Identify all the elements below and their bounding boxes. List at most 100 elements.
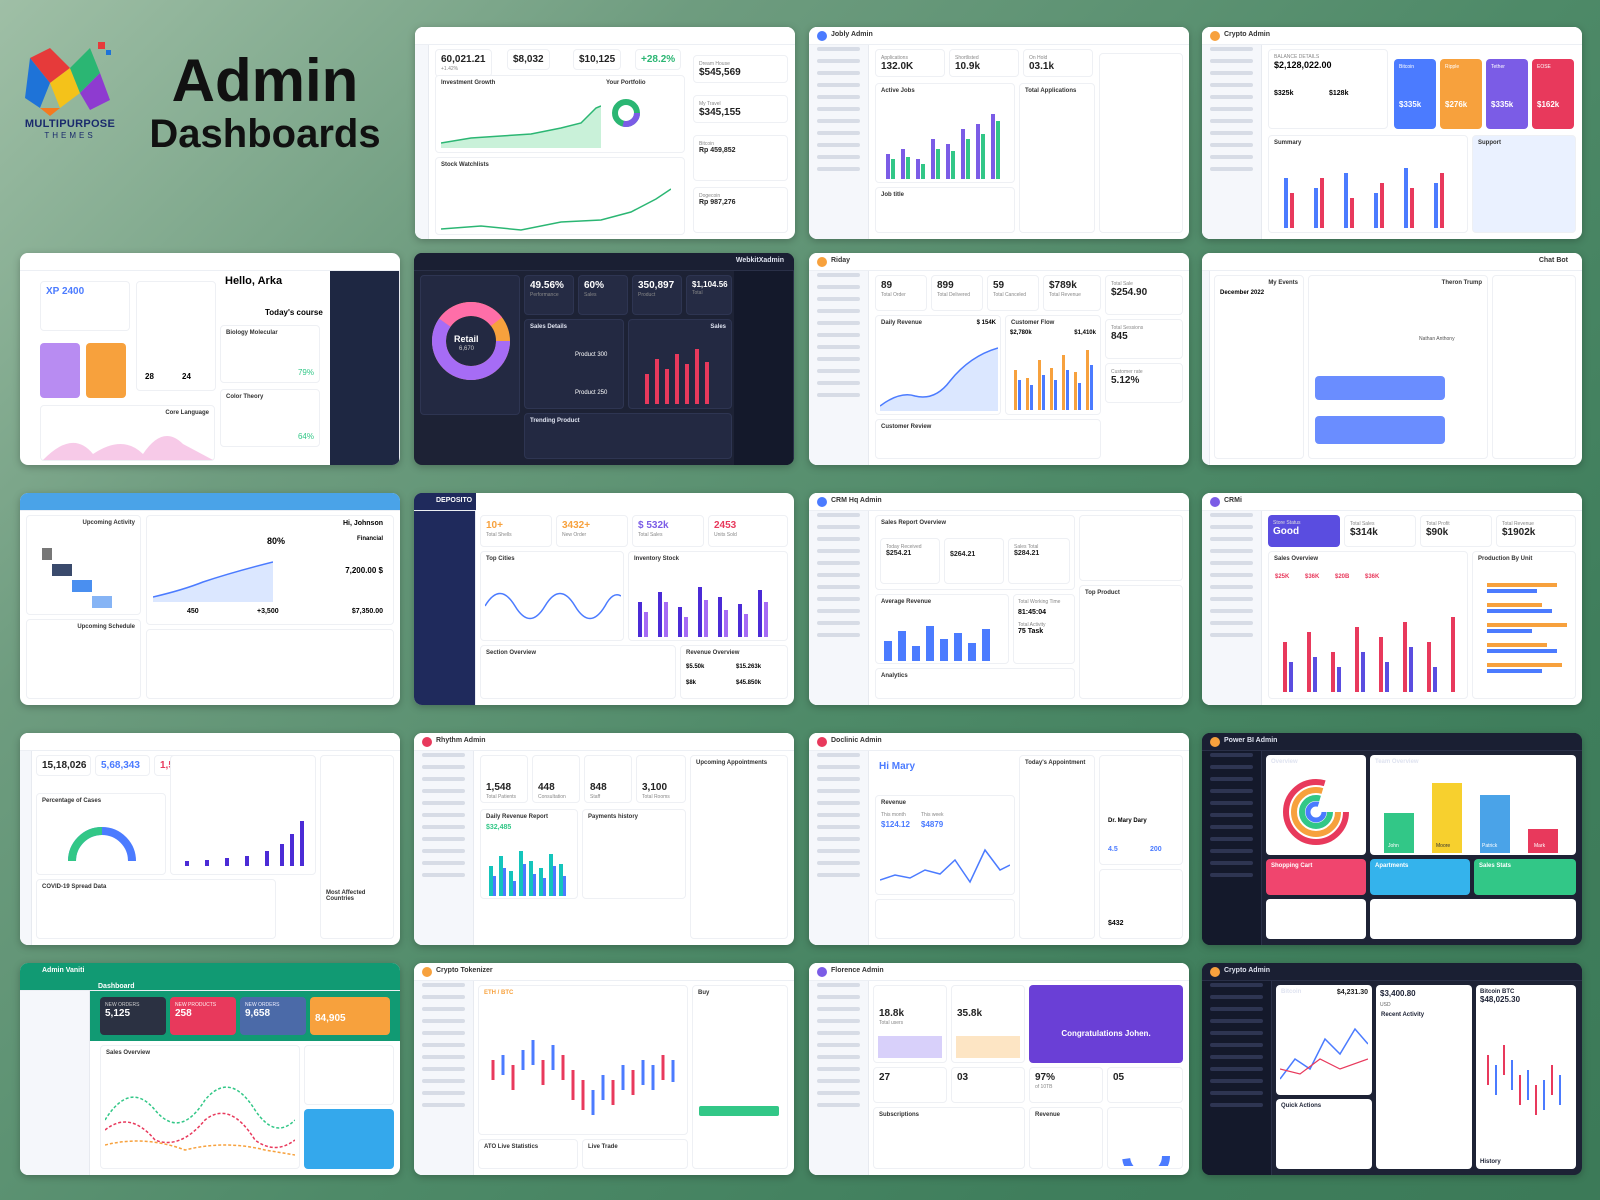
text-label: Your Portfolio bbox=[606, 80, 646, 86]
dashboard-thumb-crmi[interactable]: CRMi Store Status Good Total Sales $314k T… bbox=[1202, 493, 1582, 705]
text-label: 89 bbox=[881, 280, 893, 291]
text-label: Bitcoin bbox=[699, 141, 715, 147]
text-label: $45.850k bbox=[736, 680, 762, 686]
text-label: $15.263k bbox=[736, 664, 762, 670]
dashboard-thumb-florence[interactable]: Florence Admin 18.8k Total users 35.8k Co… bbox=[809, 963, 1189, 1175]
panel: ATO Live Statistics bbox=[478, 1139, 578, 1169]
dashboard-thumb-crmhq[interactable]: CRM Hq Admin Sales Report Overview Today… bbox=[809, 493, 1189, 705]
dashboard-thumb-deposito[interactable]: DEPOSITO 10+ Total Shells 3432+ New Order … bbox=[414, 493, 794, 705]
dashboard-thumb-riday[interactable]: Riday 89 Total Order 899 Total Delivered 5… bbox=[809, 253, 1189, 465]
panel: Customer Flow $2,780k $1,410k bbox=[1005, 315, 1101, 415]
text-label: 97% bbox=[1035, 1072, 1056, 1083]
panel: $432 bbox=[1099, 869, 1183, 939]
text-label: Dogecoin bbox=[699, 193, 721, 199]
text-label: $25K bbox=[1275, 574, 1290, 580]
stat-tile: Congratulations Johen. bbox=[1029, 985, 1183, 1063]
text-label: USD bbox=[1380, 1002, 1391, 1008]
dashboard-thumb-tokenizer[interactable]: Crypto Tokenizer ETH / BTC Buy ATO Live … bbox=[414, 963, 794, 1175]
text-label: Trending Product bbox=[530, 418, 580, 424]
panel: Top Cities bbox=[480, 551, 624, 641]
text-label: NEW ORDERS bbox=[105, 1002, 140, 1008]
panel: Section Overview bbox=[480, 645, 676, 699]
text-label: Dr. Mary Dary bbox=[1108, 818, 1147, 824]
text-label: $128k bbox=[1329, 90, 1349, 97]
panel: $3,400.80 USD Recent Activity bbox=[1376, 985, 1472, 1169]
text-label: Moore bbox=[1436, 843, 1451, 849]
panel: Buy bbox=[692, 985, 788, 1169]
text-label: Hi, Johnson bbox=[342, 520, 383, 527]
text-label: Sales Details bbox=[530, 324, 568, 330]
dashboard-thumb-upcoming[interactable]: Upcoming Activity Hi, Johnson 80% Financ… bbox=[20, 493, 400, 705]
topbar bbox=[415, 27, 795, 45]
dashboard-thumb-vaniti[interactable]: Admin Vaniti Dashboard NEW ORDERS 5,125 N… bbox=[20, 963, 400, 1175]
chart-graphic bbox=[491, 1040, 675, 1115]
dashboard-thumb-powerbi[interactable]: Power BI Admin Overview Team Overview Jo… bbox=[1202, 733, 1582, 945]
panel: My Events December 2022 bbox=[1214, 275, 1304, 459]
dashboard-thumb-covid[interactable]: 15,18,026 5,68,343 1,53,822 Percentage o… bbox=[20, 733, 400, 945]
text-label: $335k bbox=[1399, 100, 1422, 109]
text-label: NEW ORDERS bbox=[245, 1002, 280, 1008]
panel: Average Revenue bbox=[875, 594, 1009, 664]
stat-tile: Total Sale $254.90 bbox=[1105, 275, 1183, 315]
panel: Daily Revenue $ 154K bbox=[875, 315, 1001, 415]
dashboard-thumb-investment[interactable]: 60,021.21 +1.42% $8,032 $10,125 +28.2% In… bbox=[415, 27, 795, 239]
text-label: COVID-19 Spread Data bbox=[42, 884, 107, 890]
stat-tile: $ 532k Total Sales bbox=[632, 515, 704, 547]
text-label: Product 300 bbox=[575, 352, 608, 358]
text-label: Buy bbox=[698, 990, 710, 996]
chart-graphic bbox=[1487, 1045, 1561, 1115]
text-label: 81:45:04 bbox=[1018, 609, 1047, 616]
stat-tile: Today Received $254.21 bbox=[880, 538, 940, 584]
topbar: Rhythm Admin bbox=[414, 733, 794, 751]
panel: Upcoming Activity bbox=[26, 515, 141, 615]
dashboard-thumb-eduadmin[interactable]: EduAdmin XP 2400 28 24 Hello, Arka Today… bbox=[20, 253, 400, 465]
text-label: $48,025.30 bbox=[1480, 995, 1521, 1004]
panel: Theron Trump Nathan Anthony bbox=[1308, 275, 1488, 459]
stat-tile: 10+ Total Shells bbox=[480, 515, 552, 547]
text-label: 3,100 bbox=[642, 782, 668, 793]
stat-tile: Applications 132.0K bbox=[875, 49, 945, 77]
page-title: Admin Dashboards bbox=[140, 50, 390, 157]
dashboard-thumb-chatbot[interactable]: Chat Bot My Events December 2022 Theron … bbox=[1202, 253, 1582, 465]
sidebar bbox=[1202, 27, 1262, 239]
text-label: $10,125 bbox=[579, 54, 616, 65]
chart-graphic bbox=[1283, 617, 1455, 692]
text-label: Dashboard bbox=[98, 983, 135, 990]
dashboard-thumb-crypto-dark[interactable]: Crypto Admin Bitcoin $4,231.30 $3,400.80… bbox=[1202, 963, 1582, 1175]
text-label: Applications bbox=[881, 55, 908, 61]
panel bbox=[1079, 515, 1183, 581]
text-label: XP 2400 bbox=[46, 286, 85, 297]
title-line-2: Dashboards bbox=[149, 112, 381, 156]
panel bbox=[304, 1045, 394, 1105]
panel: Subscriptions bbox=[873, 1107, 1025, 1169]
sidebar bbox=[809, 963, 869, 1175]
text-label: Core Language bbox=[165, 410, 209, 416]
text-label: 848 bbox=[590, 782, 607, 793]
chart-graphic bbox=[105, 1086, 295, 1156]
text-label: 5.12% bbox=[1111, 375, 1140, 386]
panel bbox=[1492, 275, 1576, 459]
topbar: Admin Vaniti bbox=[20, 963, 400, 991]
panel: Customer Review bbox=[875, 419, 1101, 459]
stat-tile: 60% Sales bbox=[578, 275, 628, 315]
text-label: My Events bbox=[1268, 280, 1298, 286]
stat-tile: Tether $335k bbox=[1486, 59, 1528, 129]
panel: BALANCE DETAILS $2,128,022.00 $325k $128… bbox=[1268, 49, 1388, 129]
stat-tile: 2453 Units Sold bbox=[708, 515, 788, 547]
text-label: $162k bbox=[1537, 100, 1560, 109]
sidebar bbox=[809, 253, 869, 465]
text-label: $7,350.00 bbox=[351, 608, 383, 615]
sidebar bbox=[734, 253, 794, 465]
dashboard-thumb-webkitx[interactable]: WebkitXadmin Retail 6,670 49.56% Performa… bbox=[414, 253, 794, 465]
panel: Biology Molecular 79% bbox=[220, 325, 320, 383]
dashboard-thumb-rhythm[interactable]: Rhythm Admin 1,548 Total Patients 448 Cons… bbox=[414, 733, 794, 945]
text-label: 350,897 bbox=[638, 280, 675, 291]
chart-graphic bbox=[1280, 1027, 1368, 1080]
panel: ETH / BTC bbox=[478, 985, 688, 1135]
dashboard-thumb-crypto[interactable]: Crypto Admin BALANCE DETAILS $2,128,022.… bbox=[1202, 27, 1582, 239]
sidebar bbox=[414, 493, 476, 705]
dashboard-thumb-jobly[interactable]: Jobly Admin Applications 132.0K Shortlist… bbox=[809, 27, 1189, 239]
text-label: WebkitXadmin bbox=[735, 257, 784, 264]
dashboard-thumb-doclinic[interactable]: Doclinic Admin Hi Mary Revenue This mont… bbox=[809, 733, 1189, 945]
text-label: Sales Overview bbox=[106, 1050, 151, 1056]
